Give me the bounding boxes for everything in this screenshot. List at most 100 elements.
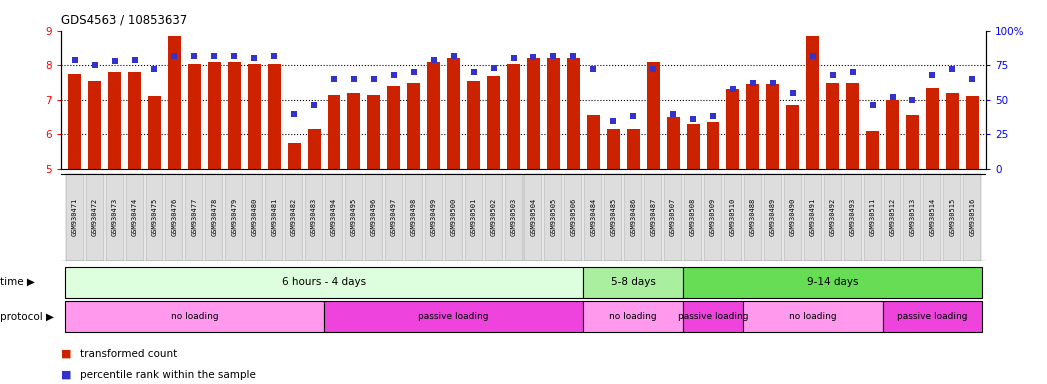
Bar [945, 93, 959, 169]
Bar [707, 122, 719, 169]
Bar [487, 76, 500, 169]
Text: GSM930479: GSM930479 [231, 198, 238, 237]
Bar [806, 36, 819, 169]
Bar [427, 62, 440, 169]
Bar [566, 58, 580, 169]
Text: GSM930473: GSM930473 [112, 198, 117, 237]
Point [425, 57, 442, 63]
FancyBboxPatch shape [425, 174, 443, 261]
Bar [407, 83, 420, 169]
Point [526, 54, 542, 60]
Point [286, 111, 303, 117]
Text: GSM930511: GSM930511 [870, 198, 875, 237]
Text: GSM930491: GSM930491 [809, 198, 816, 237]
FancyBboxPatch shape [904, 174, 921, 261]
Text: no loading: no loading [171, 312, 218, 321]
Text: GSM930482: GSM930482 [291, 198, 297, 237]
FancyBboxPatch shape [683, 266, 982, 298]
Text: GSM930474: GSM930474 [132, 198, 137, 237]
FancyBboxPatch shape [824, 174, 842, 261]
Point [784, 90, 801, 96]
Bar [88, 81, 102, 169]
FancyBboxPatch shape [683, 301, 743, 332]
Point [685, 116, 701, 122]
Text: GSM930503: GSM930503 [511, 198, 516, 237]
Text: GSM930490: GSM930490 [789, 198, 796, 237]
Text: passive loading: passive loading [419, 312, 489, 321]
FancyBboxPatch shape [743, 301, 883, 332]
FancyBboxPatch shape [405, 174, 423, 261]
Point [565, 53, 582, 59]
Text: GSM930504: GSM930504 [531, 198, 536, 237]
FancyBboxPatch shape [146, 174, 163, 261]
Text: GSM930480: GSM930480 [251, 198, 258, 237]
Point [665, 111, 682, 117]
Text: GSM930492: GSM930492 [829, 198, 836, 237]
FancyBboxPatch shape [324, 301, 583, 332]
Bar [447, 58, 461, 169]
Point [964, 76, 981, 82]
Bar [747, 84, 759, 169]
Point [465, 69, 482, 75]
Bar [288, 143, 300, 169]
Text: GSM930501: GSM930501 [471, 198, 476, 237]
FancyBboxPatch shape [644, 174, 662, 261]
Point [545, 53, 562, 59]
Text: passive loading: passive loading [897, 312, 967, 321]
FancyBboxPatch shape [764, 174, 782, 261]
Point [764, 80, 781, 86]
FancyBboxPatch shape [664, 174, 682, 261]
Text: GSM930498: GSM930498 [410, 198, 417, 237]
Bar [667, 117, 680, 169]
Text: GSM930483: GSM930483 [311, 198, 317, 237]
Point [625, 113, 642, 119]
Point [844, 69, 861, 75]
Point [864, 102, 881, 108]
FancyBboxPatch shape [583, 266, 683, 298]
Text: 9-14 days: 9-14 days [807, 277, 859, 287]
Bar [128, 72, 141, 169]
Text: GSM930494: GSM930494 [331, 198, 337, 237]
Bar [627, 129, 640, 169]
Point [266, 53, 283, 59]
FancyBboxPatch shape [544, 174, 562, 261]
Point [605, 118, 622, 124]
Text: GSM930506: GSM930506 [571, 198, 576, 237]
FancyBboxPatch shape [684, 174, 703, 261]
FancyBboxPatch shape [864, 174, 882, 261]
FancyBboxPatch shape [784, 174, 802, 261]
Bar [68, 74, 82, 169]
Bar [846, 83, 860, 169]
Bar [348, 93, 360, 169]
Text: 6 hours - 4 days: 6 hours - 4 days [282, 277, 366, 287]
Text: no loading: no loading [789, 312, 837, 321]
Bar [467, 81, 481, 169]
Point [645, 66, 662, 73]
FancyBboxPatch shape [505, 174, 522, 261]
Point [705, 113, 721, 119]
Point [66, 57, 83, 63]
Point [884, 94, 900, 100]
Text: GSM930493: GSM930493 [849, 198, 855, 237]
FancyBboxPatch shape [445, 174, 463, 261]
Point [86, 62, 103, 68]
Bar [527, 58, 540, 169]
Bar [148, 96, 161, 169]
Point [365, 76, 382, 82]
FancyBboxPatch shape [485, 174, 503, 261]
Point [744, 80, 761, 86]
Bar [647, 62, 660, 169]
Bar [228, 62, 241, 169]
Text: GSM930481: GSM930481 [271, 198, 277, 237]
FancyBboxPatch shape [385, 174, 403, 261]
Bar [906, 115, 919, 169]
FancyBboxPatch shape [604, 174, 622, 261]
FancyBboxPatch shape [185, 174, 203, 261]
Text: GSM930505: GSM930505 [551, 198, 556, 237]
Text: no loading: no loading [609, 312, 658, 321]
FancyBboxPatch shape [923, 174, 941, 261]
FancyBboxPatch shape [205, 174, 223, 261]
Bar [766, 84, 779, 169]
Text: GSM930502: GSM930502 [491, 198, 496, 237]
FancyBboxPatch shape [65, 266, 583, 298]
